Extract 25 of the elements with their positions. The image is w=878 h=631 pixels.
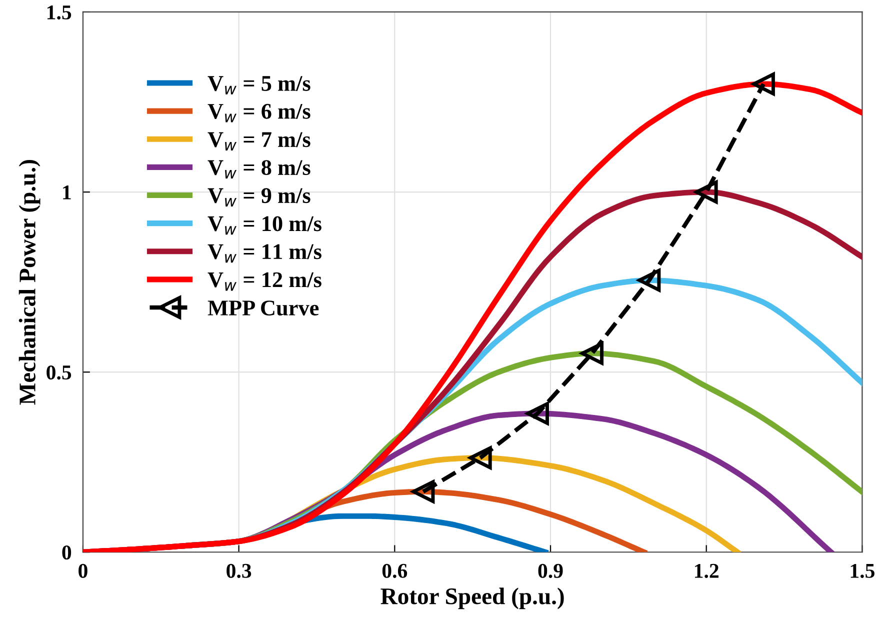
x-tick-label: 1.2 (695, 564, 718, 578)
point (468, 446, 492, 470)
point (694, 180, 718, 204)
y-tick-label: 0.5 (46, 365, 72, 380)
legend-label: V$_{w}$ = 11 m/s (208, 244, 322, 263)
legend-label: V$_{w}$ = 12 m/s (208, 272, 322, 291)
x-tick-label: 0 (78, 564, 88, 578)
x-tick-label: 0.6 (382, 564, 408, 578)
legend-label: V$_{w}$ = 7 m/s (208, 132, 310, 151)
legend-label: V$_{w}$ = 6 m/s (208, 104, 310, 122)
x-tick-label: 0.3 (226, 564, 252, 578)
x-axis-title: Rotor Speed (p.u.) (380, 588, 564, 610)
x-tick-label: 1.5 (850, 564, 874, 578)
legend-label: V$_{w}$ = 8 m/s (208, 160, 310, 178)
point (412, 480, 435, 504)
x-tick-label: 0.9 (538, 564, 563, 578)
y-tick-label: 1.5 (47, 5, 72, 20)
y-tick-label: 1 (63, 186, 71, 200)
legend-label: V$_{w}$ = 5 m/s (208, 76, 310, 94)
legend-label: MPP Curve (208, 300, 319, 316)
y-axis-title: Mechanical Power (p.u.) (18, 160, 40, 405)
y-tick-label: 0 (62, 546, 72, 560)
legend-label: V$_{w}$ = 9 m/s (208, 188, 310, 206)
point (638, 268, 661, 292)
legend-label: V$_{w}$ = 10 m/s (208, 216, 322, 235)
